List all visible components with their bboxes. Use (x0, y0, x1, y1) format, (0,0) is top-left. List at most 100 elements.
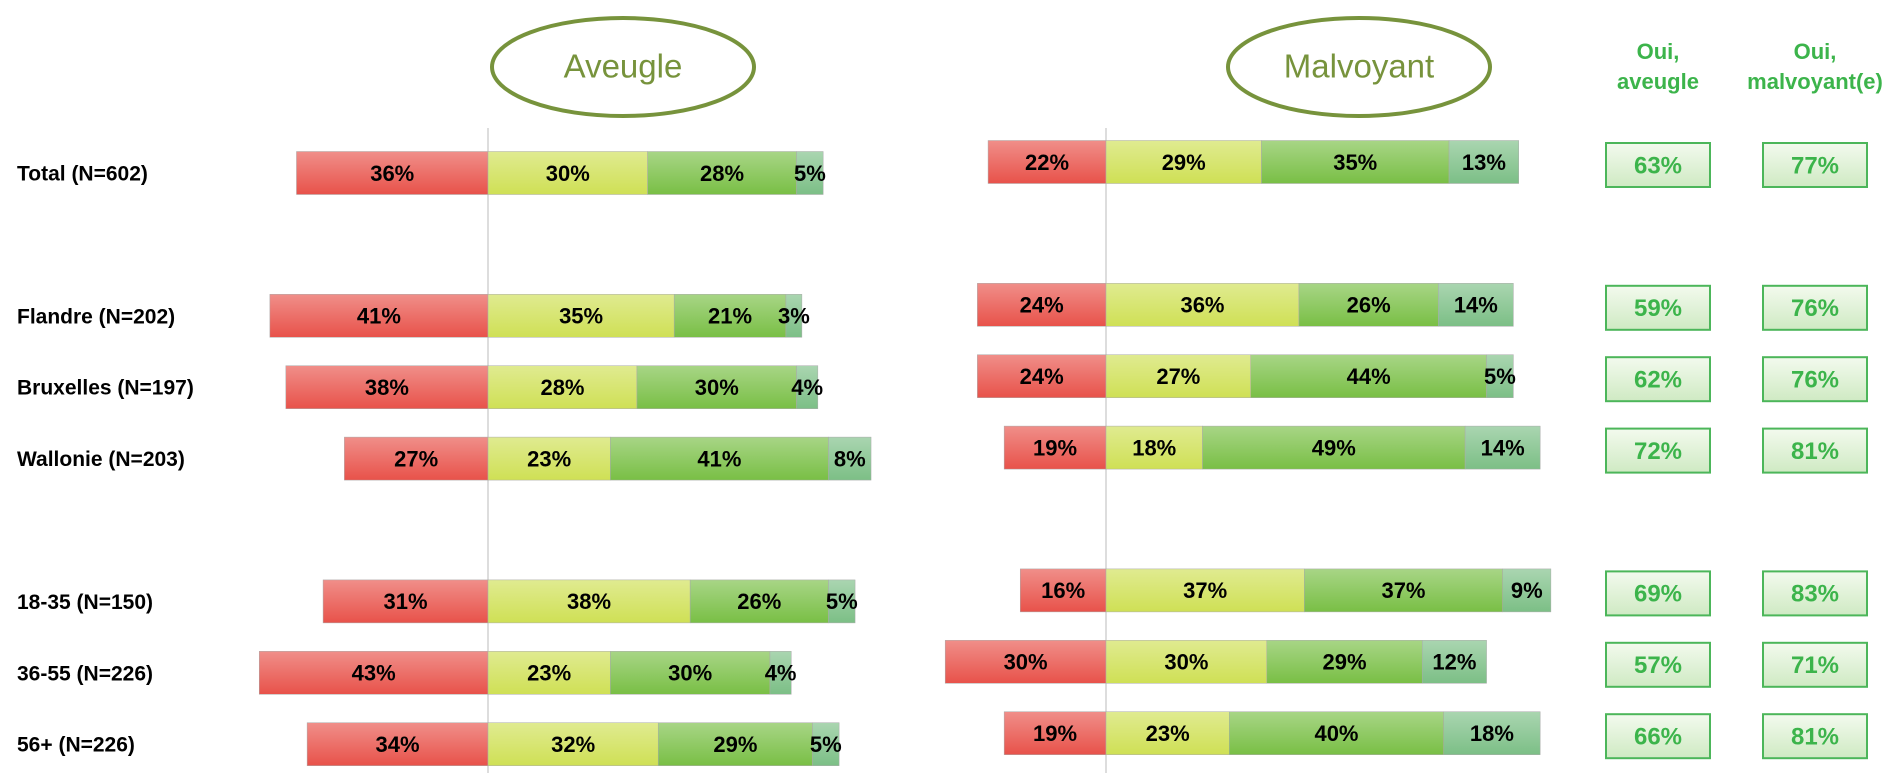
bar-shade (258, 651, 489, 695)
category-label: 56+ (N=226) (17, 734, 135, 757)
value-label: 41% (697, 446, 741, 471)
summary-value: 81% (1791, 438, 1839, 465)
panel-title: Malvoyant (1284, 48, 1434, 85)
value-label: 27% (1156, 364, 1200, 389)
value-label: 26% (1347, 293, 1391, 318)
value-label: 38% (365, 375, 409, 400)
title-ellipse (1226, 16, 1492, 118)
bar-shade (1202, 425, 1466, 470)
bar-shade (987, 140, 1107, 184)
summary-box (1762, 284, 1868, 331)
summary-header: malvoyant(e) (1747, 69, 1883, 94)
bar-shade (269, 294, 489, 338)
value-label: 30% (695, 375, 739, 400)
value-label: 35% (559, 304, 603, 329)
value-label: 23% (527, 661, 571, 686)
bar-shade (344, 436, 489, 481)
value-label: 19% (1033, 435, 1077, 460)
value-label: 37% (1183, 578, 1227, 603)
bar-shade (487, 722, 659, 766)
summary-value: 66% (1634, 724, 1682, 751)
summary-header: Oui, (1637, 39, 1680, 64)
value-label: 26% (737, 589, 781, 614)
bar-shade (1443, 711, 1541, 755)
panel-title: Aveugle (564, 48, 683, 85)
value-label: 28% (540, 375, 584, 400)
value-label: 21% (708, 304, 752, 329)
bar-shade (1266, 640, 1423, 684)
summary-value: 72% (1634, 438, 1682, 465)
summary-value: 81% (1791, 724, 1839, 751)
bar-shade (647, 151, 797, 195)
value-label: 24% (1020, 293, 1064, 318)
summary-value: 76% (1791, 295, 1839, 322)
bar-shade (1298, 283, 1439, 327)
bar-shade (322, 579, 489, 624)
summary-header: aveugle (1617, 69, 1699, 94)
summary-value: 71% (1791, 652, 1839, 679)
summary-box (1605, 427, 1711, 474)
value-label: 12% (1432, 650, 1476, 675)
value-label: 5% (826, 589, 858, 614)
value-label: 30% (1164, 650, 1208, 675)
bar-shade (1229, 711, 1444, 755)
summary-value: 59% (1634, 295, 1682, 322)
value-label: 29% (1162, 150, 1206, 175)
bar-shade (796, 151, 824, 195)
bar-shade (1105, 140, 1262, 184)
summary-box (1762, 427, 1868, 474)
category-label: 36-55 (N=226) (17, 662, 153, 685)
summary-value: 62% (1634, 367, 1682, 394)
summary-box (1605, 713, 1711, 760)
bar-shade (1105, 283, 1300, 327)
value-label: 5% (1484, 364, 1516, 389)
bar-shade (306, 722, 489, 766)
category-label: Flandre (N=202) (17, 305, 175, 328)
value-label: 44% (1347, 364, 1391, 389)
category-label: Bruxelles (N=197) (17, 377, 194, 400)
bar-shade (636, 365, 797, 409)
value-label: 30% (546, 161, 590, 186)
value-label: 38% (567, 589, 611, 614)
bar-shade (487, 579, 691, 624)
bar-shade (1105, 425, 1203, 470)
bar-shade (285, 365, 489, 409)
value-label: 40% (1314, 721, 1358, 746)
summary-value: 83% (1791, 581, 1839, 608)
bar-shade (828, 436, 872, 481)
bar-shade (487, 294, 675, 338)
summary-box (1762, 641, 1868, 688)
bar-shade (487, 151, 648, 195)
value-label: 4% (765, 661, 797, 686)
value-label: 29% (1322, 650, 1366, 675)
value-label: 43% (352, 661, 396, 686)
value-label: 32% (551, 732, 595, 757)
bar-shade (1502, 568, 1552, 613)
bar-shade (610, 651, 771, 695)
bar-shade (1019, 568, 1107, 613)
bar-shade (785, 294, 803, 338)
bar-shade (796, 365, 819, 409)
bar-shade (1105, 568, 1305, 613)
bar-shade (812, 722, 840, 766)
value-label: 16% (1041, 578, 1085, 603)
value-label: 30% (668, 661, 712, 686)
bar-shade (657, 722, 813, 766)
summary-value: 57% (1634, 652, 1682, 679)
summary-box (1605, 641, 1711, 688)
value-label: 24% (1020, 364, 1064, 389)
value-label: 4% (791, 375, 823, 400)
bar-shade (1486, 354, 1514, 398)
bar-shade (1438, 283, 1514, 327)
summary-box (1762, 570, 1868, 617)
value-label: 19% (1033, 721, 1077, 746)
value-label: 9% (1511, 578, 1543, 603)
category-label: 18-35 (N=150) (17, 591, 153, 614)
bar-shade (1464, 425, 1541, 470)
summary-value: 76% (1791, 367, 1839, 394)
bar-shade (487, 365, 638, 409)
bar-shade (1421, 640, 1487, 684)
summary-box (1762, 713, 1868, 760)
value-label: 35% (1333, 150, 1377, 175)
